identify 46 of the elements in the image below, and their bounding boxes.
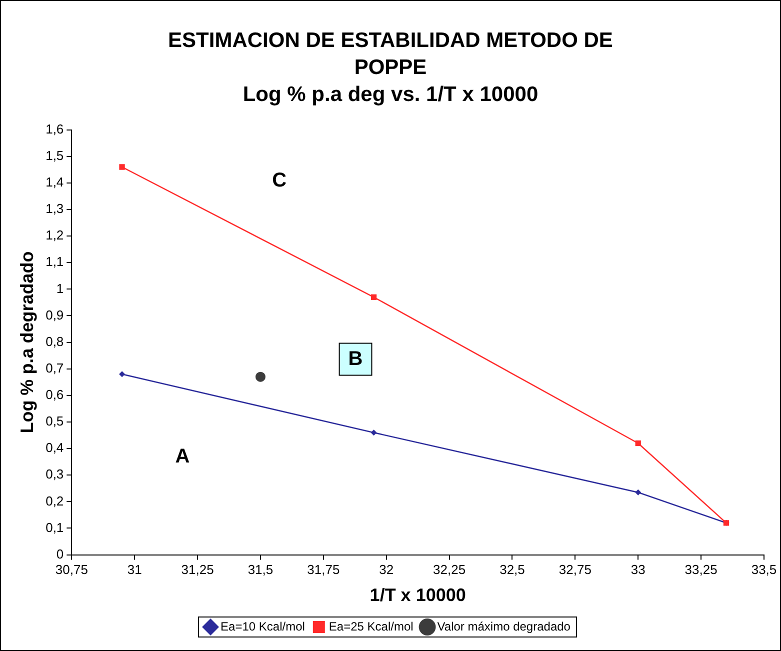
y-tick-label: 0,3: [46, 466, 64, 482]
y-tick-label: 0,7: [46, 360, 64, 376]
annotation: A: [175, 446, 190, 468]
chart-title: ESTIMACION DE ESTABILIDAD METODO DE POPPE: [167, 28, 614, 81]
x-tick-label: 32,25: [433, 562, 466, 578]
legend-label: Ea=10 Kcal/mol: [220, 619, 305, 634]
y-tick-label: 0,2: [46, 493, 64, 508]
x-tick-label: 33: [630, 562, 646, 578]
x-tick-label: 32: [379, 562, 394, 578]
x-tick-label: 32,75: [558, 562, 592, 578]
x-tick-label: 31,5: [248, 562, 274, 578]
y-tick-label: 1,6: [46, 121, 64, 136]
x-tick-label: 33,5: [751, 562, 777, 578]
y-axis-title: Log % p.a degradado: [16, 251, 37, 434]
x-tick-label: 31: [127, 562, 142, 578]
annotation: C: [272, 169, 287, 192]
x-tick-label: 30,75: [55, 562, 88, 578]
y-tick-label: 0,5: [46, 414, 64, 429]
y-tick-label: 0,6: [46, 387, 64, 402]
y-tick-label: 1: [56, 280, 64, 296]
y-tick-label: 1,1: [46, 254, 64, 270]
y-tick-label: 0,9: [46, 307, 64, 322]
y-tick-label: 0: [56, 546, 64, 562]
x-tick-label: 31,75: [307, 562, 340, 578]
x-tick-label: 33,25: [684, 562, 718, 578]
point: [370, 294, 377, 300]
annotation: B: [348, 348, 363, 370]
point: [119, 164, 125, 170]
x-tick-label: 31,25: [181, 562, 214, 578]
x-axis-title: 1/T x 10000: [370, 585, 466, 606]
legend-label: Ea=25 Kcal/mol: [328, 619, 414, 634]
y-tick-label: 1,5: [46, 148, 64, 163]
point: [119, 371, 126, 378]
point: [635, 489, 642, 496]
y-tick-label: 0,4: [46, 440, 64, 456]
y-tick-label: 1,2: [46, 228, 64, 243]
point: [635, 440, 641, 446]
y-tick-label: 1,3: [46, 201, 64, 216]
legend-label: Valor máximo degradado: [437, 619, 571, 634]
chart-subtitle: Log % p.a deg vs. 1/T x 10000: [242, 82, 540, 108]
point: [255, 372, 266, 382]
x-tick-label: 32,5: [500, 562, 525, 578]
y-tick-label: 0,1: [46, 520, 64, 535]
point: [370, 430, 377, 436]
y-tick-label: 0,8: [46, 334, 64, 349]
y-tick-label: 1,4: [46, 174, 64, 190]
